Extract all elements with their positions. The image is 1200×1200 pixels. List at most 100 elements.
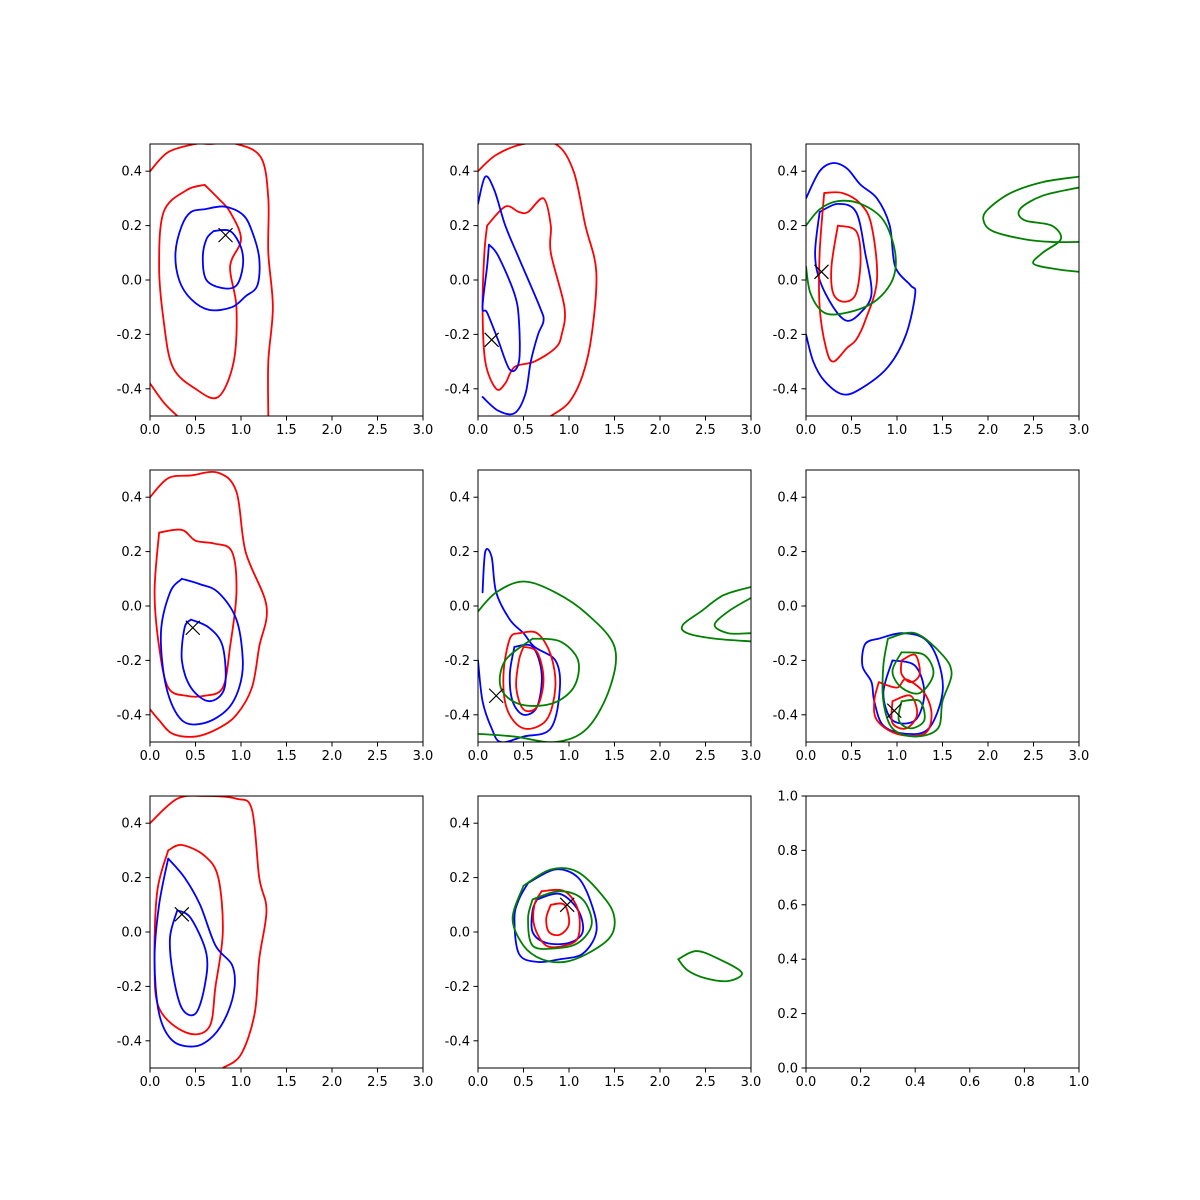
y-tick-label: -0.2: [117, 980, 142, 995]
x-tick-label: 0.0: [140, 749, 161, 764]
blue-contour-5: [201, 228, 245, 290]
y-tick-label: 0.0: [777, 1062, 798, 1077]
x-tick-label: 3.0: [1069, 749, 1090, 764]
axes-frame: [149, 143, 424, 417]
green-contour-6: [982, 175, 1079, 244]
blue-contour-4: [481, 243, 521, 373]
green-contour-7: [891, 651, 935, 695]
blue-contour-1: [806, 162, 917, 396]
subplot-5: 0.0 0.5 1.0 1.5 2.0 2.5 3.0 -0.4 -0.2 0.0 0.2 0.4: [445, 469, 762, 764]
subplot-7: 0.0 0.5 1.0 1.5 2.0 2.5 3.0 -0.4 -0.2 0.0 0.2 0.4: [117, 795, 434, 1090]
y-tick-label: 0.0: [121, 926, 142, 941]
x-tick-label: 1.0: [1069, 1075, 1090, 1090]
green-contour-5: [511, 867, 616, 964]
y-tick-label: -0.4: [445, 382, 470, 397]
x-tick-label: 2.5: [1023, 749, 1044, 764]
red-contour-1: [150, 470, 268, 738]
x-marker: [886, 703, 902, 719]
x-tick-label: 1.0: [559, 749, 580, 764]
x-tick-label: 0.0: [796, 1075, 817, 1090]
y-tick-label: -0.4: [445, 1034, 470, 1049]
y-tick-label: -0.2: [445, 328, 470, 343]
contour-group: [861, 631, 953, 738]
x-tick-label: 0.5: [185, 1075, 206, 1090]
axes-frame: [477, 795, 752, 1069]
x-tick-label: 1.5: [604, 1075, 625, 1090]
y-tick-label: 0.2: [777, 219, 798, 234]
green-contour-5: [806, 199, 897, 316]
subplot-9: 0.0 0.2 0.4 0.6 0.8 1.0 0.0 0.2 0.4 0.6 0.8 1.0: [777, 790, 1089, 1091]
x-tick-label: 0.6: [959, 1075, 980, 1090]
x-tick-label: 0.0: [140, 1075, 161, 1090]
blue-contour-2: [814, 202, 873, 322]
y-tick-label: 0.4: [777, 491, 798, 506]
x-tick-label: 3.0: [1069, 423, 1090, 438]
y-tick-label: -0.2: [117, 328, 142, 343]
x-tick-label: 2.0: [322, 1075, 343, 1090]
y-tick-label: 0.2: [121, 545, 142, 560]
blue-contour-1: [478, 548, 562, 742]
blue-contour-4: [168, 909, 209, 1017]
y-tick-label: -0.4: [117, 1034, 142, 1049]
x-tick-label: 2.0: [322, 749, 343, 764]
x-tick-label: 2.0: [978, 423, 999, 438]
y-tick-label: 0.4: [449, 165, 470, 180]
y-tick-label: 0.2: [449, 219, 470, 234]
blue-contour-3: [478, 175, 545, 416]
x-tick-label: 3.0: [741, 749, 762, 764]
x-marker: [218, 227, 233, 243]
x-tick-label: 0.4: [905, 1075, 926, 1090]
x-tick-label: 1.0: [231, 749, 252, 764]
red-contour-2: [150, 382, 179, 416]
subplot-2: 0.0 0.5 1.0 1.5 2.0 2.5 3.0 -0.4 -0.2 0.0 0.2 0.4: [445, 143, 761, 438]
y-tick-label: 0.0: [777, 274, 798, 289]
green-contour-6: [498, 637, 580, 707]
red-contour-3: [818, 191, 879, 363]
y-tick-label: 0.4: [449, 491, 470, 506]
x-tick-label: 0.5: [185, 749, 206, 764]
contour-group: [806, 162, 1079, 396]
y-tick-label: -0.2: [445, 980, 470, 995]
x-tick-label: 1.0: [231, 423, 252, 438]
x-tick-label: 3.0: [413, 423, 434, 438]
x-tick-label: 2.5: [367, 423, 388, 438]
contour-group: [511, 867, 743, 983]
x-tick-label: 0.5: [513, 749, 534, 764]
y-tick-label: 0.6: [777, 898, 798, 913]
blue-contour-4: [174, 205, 261, 312]
x-tick-label: 0.5: [513, 1075, 534, 1090]
x-tick-label: 1.0: [887, 749, 908, 764]
x-tick-label: 2.5: [367, 749, 388, 764]
y-tick-label: 0.4: [121, 165, 142, 180]
x-marker: [488, 688, 504, 704]
x-marker: [814, 264, 829, 280]
y-tick-label: -0.2: [445, 654, 470, 669]
red-contour-3: [502, 630, 557, 730]
x-tick-label: 3.0: [413, 1075, 434, 1090]
y-tick-label: -0.4: [773, 708, 798, 723]
axes-frame: [805, 143, 1080, 417]
x-tick-label: 1.5: [932, 423, 953, 438]
red-contour-4: [515, 645, 545, 713]
y-tick-label: 0.2: [121, 219, 142, 234]
x-tick-label: 1.5: [276, 423, 297, 438]
x-tick-label: 2.5: [695, 423, 716, 438]
x-tick-label: 0.5: [513, 423, 534, 438]
axes-frame: [477, 143, 752, 417]
y-tick-label: -0.4: [445, 708, 470, 723]
subplot-4: 0.0 0.5 1.0 1.5 2.0 2.5 3.0 -0.4 -0.2 0.0 0.2 0.4: [117, 469, 433, 764]
y-tick-label: 0.2: [121, 871, 142, 886]
y-tick-label: 0.0: [777, 600, 798, 615]
x-tick-label: 2.5: [695, 749, 716, 764]
x-tick-label: 1.0: [231, 1075, 252, 1090]
red-contour-3: [532, 888, 581, 949]
subplot-3: 0.0 0.5 1.0 1.5 2.0 2.5 3.0 -0.4 -0.2 0.0 0.2 0.4: [773, 143, 1090, 438]
x-tick-label: 0.8: [1014, 1075, 1035, 1090]
x-tick-label: 0.0: [468, 1075, 489, 1090]
x-tick-label: 0.0: [140, 423, 161, 438]
red-contour-3: [158, 183, 242, 400]
x-marker: [174, 906, 190, 922]
green-contour-8: [713, 596, 751, 635]
blue-contour-1: [513, 868, 598, 964]
